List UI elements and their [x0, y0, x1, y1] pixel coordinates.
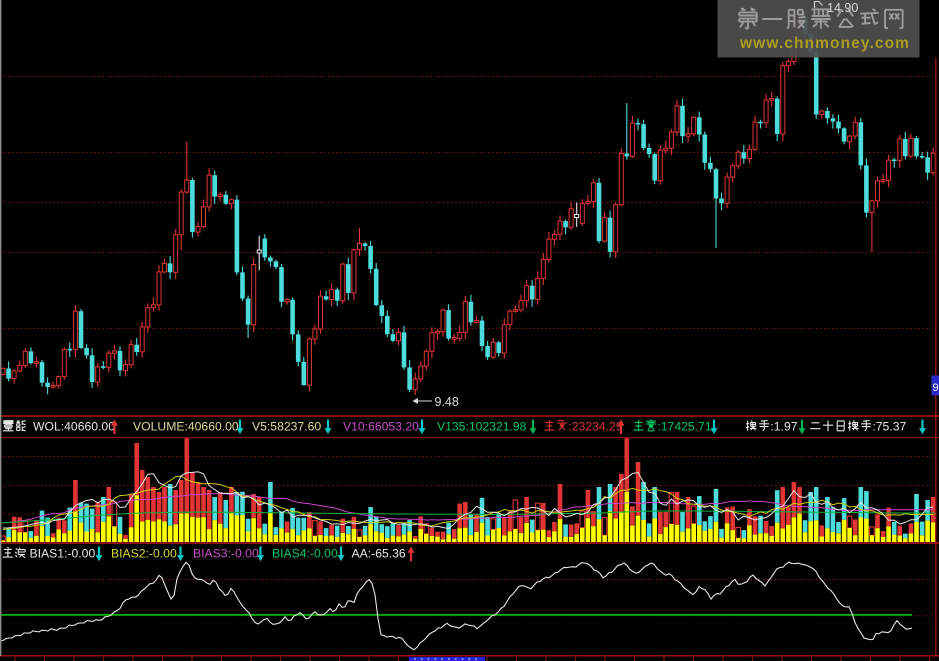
svg-text::23234.29: :23234.29: [568, 420, 622, 434]
svg-text:AA:-65.36: AA:-65.36: [352, 547, 406, 561]
svg-text:WOL:40660.00: WOL:40660.00: [33, 420, 115, 434]
svg-text:www.chnmoney.com: www.chnmoney.com: [739, 35, 910, 52]
svg-text:V135:102321.98: V135:102321.98: [437, 420, 527, 434]
svg-text:VOLUME:40660.00: VOLUME:40660.00: [133, 420, 239, 434]
svg-text:BIAS2:-0.00: BIAS2:-0.00: [111, 547, 177, 561]
svg-text:BIAS3:-0.00: BIAS3:-0.00: [193, 547, 259, 561]
svg-text::1.97: :1.97: [770, 420, 797, 434]
svg-text:BIAS1:-0.00: BIAS1:-0.00: [30, 547, 96, 561]
svg-text:V5:58237.60: V5:58237.60: [252, 420, 321, 434]
svg-text:14.90: 14.90: [827, 1, 858, 15]
svg-text::75.37: :75.37: [872, 420, 906, 434]
svg-text:V10:66053.20: V10:66053.20: [343, 420, 419, 434]
svg-text:9.48: 9.48: [435, 395, 459, 409]
svg-text:9: 9: [933, 382, 939, 394]
svg-text::17425.71: :17425.71: [657, 420, 711, 434]
svg-text:BIAS4:-0.00: BIAS4:-0.00: [272, 547, 338, 561]
